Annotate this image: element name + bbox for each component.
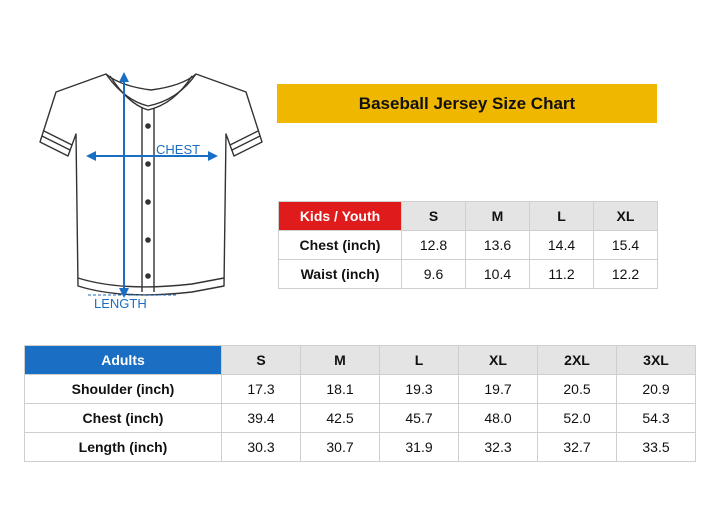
kids-header-label: Kids / Youth (278, 201, 402, 231)
size-chart-title: Baseball Jersey Size Chart (277, 84, 657, 123)
adults-size-header: M (300, 345, 380, 375)
kids-size-header: L (529, 201, 594, 231)
table-row: Shoulder (inch) 17.3 18.1 19.3 19.7 20.5… (24, 374, 696, 404)
jersey-diagram: CHEST LENGTH (39, 72, 263, 311)
kids-size-table: Kids / Youth S M L XL Chest (inch) 12.8 … (278, 201, 658, 289)
table-cell: 32.3 (458, 432, 538, 462)
adults-header-row: Adults S M L XL 2XL 3XL (24, 345, 696, 375)
jersey-buttons (145, 123, 151, 279)
table-row: Chest (inch) 39.4 42.5 45.7 48.0 52.0 54… (24, 403, 696, 433)
row-label: Shoulder (inch) (24, 374, 222, 404)
adults-size-header: S (221, 345, 301, 375)
chest-label: CHEST (156, 142, 200, 157)
table-row: Chest (inch) 12.8 13.6 14.4 15.4 (278, 230, 658, 260)
table-cell: 42.5 (300, 403, 380, 433)
table-row: Length (inch) 30.3 30.7 31.9 32.3 32.7 3… (24, 432, 696, 462)
adults-size-header: 2XL (537, 345, 617, 375)
adults-size-table: Adults S M L XL 2XL 3XL Shoulder (inch) … (24, 345, 696, 462)
table-cell: 30.3 (221, 432, 301, 462)
table-cell: 18.1 (300, 374, 380, 404)
table-cell: 12.2 (593, 259, 658, 289)
adults-size-header: XL (458, 345, 538, 375)
kids-size-header: XL (593, 201, 658, 231)
table-cell: 20.9 (616, 374, 696, 404)
table-cell: 39.4 (221, 403, 301, 433)
chest-measure-line (86, 151, 218, 161)
table-cell: 12.8 (401, 230, 466, 260)
table-cell: 30.7 (300, 432, 380, 462)
table-cell: 32.7 (537, 432, 617, 462)
kids-header-row: Kids / Youth S M L XL (278, 201, 658, 231)
kids-size-header: M (465, 201, 530, 231)
table-cell: 19.7 (458, 374, 538, 404)
table-cell: 52.0 (537, 403, 617, 433)
table-cell: 48.0 (458, 403, 538, 433)
row-label: Waist (inch) (278, 259, 402, 289)
table-cell: 45.7 (379, 403, 459, 433)
jersey-outline-icon (39, 73, 263, 296)
table-cell: 15.4 (593, 230, 658, 260)
table-cell: 17.3 (221, 374, 301, 404)
table-row: Waist (inch) 9.6 10.4 11.2 12.2 (278, 259, 658, 289)
adults-size-header: L (379, 345, 459, 375)
table-cell: 33.5 (616, 432, 696, 462)
table-cell: 20.5 (537, 374, 617, 404)
table-cell: 54.3 (616, 403, 696, 433)
row-label: Chest (inch) (24, 403, 222, 433)
adults-size-header: 3XL (616, 345, 696, 375)
table-cell: 13.6 (465, 230, 530, 260)
table-cell: 9.6 (401, 259, 466, 289)
length-measure-line (88, 72, 176, 298)
table-cell: 19.3 (379, 374, 459, 404)
kids-size-header: S (401, 201, 466, 231)
row-label: Length (inch) (24, 432, 222, 462)
table-cell: 10.4 (465, 259, 530, 289)
table-cell: 11.2 (529, 259, 594, 289)
table-cell: 14.4 (529, 230, 594, 260)
table-cell: 31.9 (379, 432, 459, 462)
row-label: Chest (inch) (278, 230, 402, 260)
adults-header-label: Adults (24, 345, 222, 375)
length-label: LENGTH (94, 296, 147, 311)
